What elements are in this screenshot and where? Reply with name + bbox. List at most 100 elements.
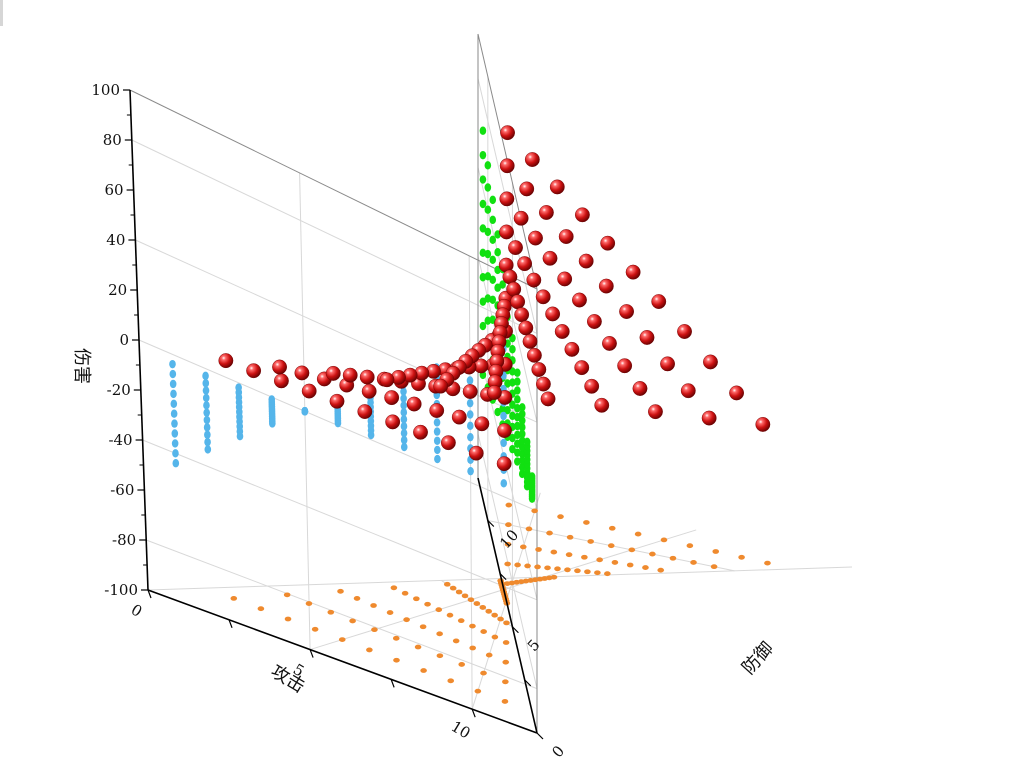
projection-point-yz xyxy=(479,150,487,160)
projection-point-xy xyxy=(596,557,603,563)
projection-point-xy xyxy=(455,589,463,595)
projection-point-xy xyxy=(392,635,400,641)
data-point xyxy=(651,294,667,309)
projection-point-xz xyxy=(400,408,408,417)
data-point xyxy=(361,383,377,399)
projection-point-yz xyxy=(504,405,511,415)
projection-point-xy xyxy=(230,595,238,601)
y-axis-tick xyxy=(524,679,532,687)
projection-point-xy xyxy=(504,541,512,547)
projection-point-xz xyxy=(500,479,508,488)
projection-point-xy xyxy=(327,609,335,615)
projection-point-xz xyxy=(400,435,408,445)
projection-point-xz xyxy=(170,389,177,399)
projection-point-xy xyxy=(449,585,457,591)
projection-point-yz xyxy=(509,378,516,387)
projection-point-yz xyxy=(518,449,526,459)
projection-point-xy xyxy=(497,616,504,622)
projection-point-yz xyxy=(489,275,497,284)
y-axis-tick xyxy=(511,626,519,634)
projection-point-yz xyxy=(514,439,521,448)
projection-point-xy xyxy=(690,560,697,565)
data-point xyxy=(499,191,515,207)
grid-line-xz-z xyxy=(146,539,538,690)
data-point xyxy=(342,367,358,383)
projection-point-xy xyxy=(584,569,591,575)
projection-point-xy xyxy=(642,565,649,570)
projection-point-xz xyxy=(433,436,441,445)
data-point xyxy=(510,294,526,310)
projection-point-yz xyxy=(489,215,497,225)
projection-point-xy xyxy=(420,668,427,673)
data-point xyxy=(542,250,558,266)
data-point xyxy=(540,391,556,407)
x-axis-tick xyxy=(147,589,152,599)
projection-point-yz xyxy=(479,126,487,135)
data-point xyxy=(680,383,696,399)
points-layer xyxy=(218,125,771,472)
projection-point-xy xyxy=(550,549,558,555)
projection-point-yz xyxy=(509,433,516,443)
projection-point-yz xyxy=(514,404,521,413)
projection-point-xy xyxy=(413,596,420,602)
projection-point-xz xyxy=(203,401,210,410)
z-tick-label: 60 xyxy=(105,181,124,199)
z-tick-label: 40 xyxy=(106,231,125,249)
projection-point-xy xyxy=(501,699,509,704)
x-tick-label: 10 xyxy=(448,717,474,742)
projection-point-xz xyxy=(434,454,441,464)
projection-point-xz xyxy=(202,379,210,388)
z-tick-label: -40 xyxy=(108,431,132,449)
data-point xyxy=(274,373,289,389)
projection-point-yz xyxy=(479,248,487,258)
projection-point-xy xyxy=(443,581,451,587)
projection-point-xz xyxy=(170,409,178,418)
data-point xyxy=(602,336,617,351)
projection-point-yz xyxy=(494,248,501,257)
projection-point-xy xyxy=(738,554,745,560)
projection-point-xz xyxy=(400,401,408,410)
projection-point-xy xyxy=(353,596,361,601)
data-point xyxy=(294,365,310,381)
x-axis-tick xyxy=(309,649,314,658)
projection-point-yz xyxy=(514,457,521,466)
projection-point-xy xyxy=(544,565,551,571)
data-point xyxy=(648,404,663,420)
data-point xyxy=(526,272,542,288)
projection-point-xz xyxy=(400,415,408,424)
projection-point-xy xyxy=(505,502,513,508)
x-axis-line xyxy=(147,589,538,734)
projection-point-yz xyxy=(509,444,516,454)
projection-point-xy xyxy=(305,601,313,606)
projection-point-xy xyxy=(419,624,427,630)
projection-point-yz xyxy=(484,294,492,303)
data-point xyxy=(486,385,502,400)
data-point xyxy=(660,356,675,372)
z-tick-label: 100 xyxy=(91,81,120,99)
projection-point-xz xyxy=(171,419,178,428)
projection-point-xy xyxy=(502,659,510,665)
projection-point-xz xyxy=(203,415,211,425)
projection-layer xyxy=(169,126,771,704)
projection-point-xz xyxy=(301,407,309,416)
data-point xyxy=(528,230,543,246)
data-point xyxy=(522,334,538,349)
projection-point-xy xyxy=(525,526,533,532)
data-point xyxy=(545,306,561,322)
projection-point-yz xyxy=(518,456,526,465)
data-point xyxy=(451,409,467,425)
y-axis-line xyxy=(477,477,538,734)
projection-point-yz xyxy=(499,280,506,289)
projection-point-xz xyxy=(169,369,177,379)
data-point xyxy=(554,324,570,339)
projection-point-xy xyxy=(502,679,509,685)
data-point xyxy=(513,210,529,226)
z-tick-label: -20 xyxy=(107,381,131,399)
data-point xyxy=(574,207,590,223)
projection-point-xy xyxy=(608,525,616,531)
projection-point-yz xyxy=(514,377,521,386)
projection-point-xy xyxy=(366,647,373,653)
data-point xyxy=(413,424,428,440)
projection-point-xz xyxy=(236,432,244,441)
